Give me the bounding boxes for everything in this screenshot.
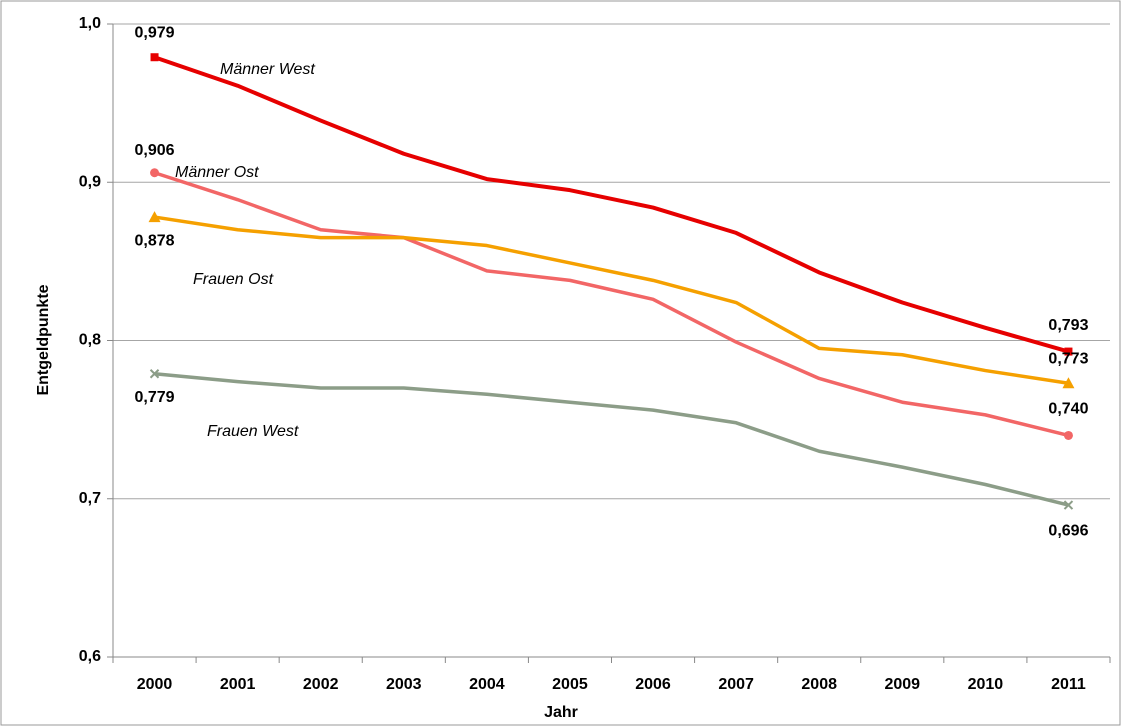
y-tick-label: 0,7 bbox=[79, 490, 101, 507]
data-label: 0,793 bbox=[1048, 317, 1088, 334]
marker bbox=[1064, 347, 1073, 356]
series-line bbox=[153, 55, 1070, 354]
series-line bbox=[154, 215, 1069, 385]
y-axis-title: Entgeldpunkte bbox=[35, 284, 52, 395]
data-label: 0,906 bbox=[135, 142, 175, 159]
x-tick-label: 2004 bbox=[469, 676, 505, 693]
x-tick-label: 2011 bbox=[1051, 676, 1086, 693]
x-tick-label: 2005 bbox=[552, 676, 588, 693]
x-tick-label: 2010 bbox=[968, 676, 1004, 693]
x-tick-label: 2002 bbox=[303, 676, 339, 693]
series-name: Frauen Ost bbox=[193, 271, 274, 288]
x-tick-label: 2006 bbox=[635, 676, 671, 693]
data-label: 0,979 bbox=[135, 24, 175, 41]
series-name: Männer West bbox=[220, 61, 315, 78]
marker bbox=[1063, 430, 1073, 440]
data-label: 0,878 bbox=[135, 232, 175, 249]
marker bbox=[149, 369, 160, 379]
x-axis-title: Jahr bbox=[544, 704, 578, 721]
data-label: 0,696 bbox=[1048, 522, 1088, 539]
marker bbox=[150, 53, 159, 62]
x-tick-label: 2001 bbox=[220, 676, 256, 693]
series-name: Frauen West bbox=[207, 423, 299, 440]
marker bbox=[1062, 377, 1075, 389]
x-tick-label: 2003 bbox=[386, 676, 422, 693]
marker bbox=[150, 168, 160, 178]
x-tick-label: 2009 bbox=[884, 676, 920, 693]
marker bbox=[148, 211, 161, 223]
data-label: 0,740 bbox=[1048, 401, 1088, 418]
series-line bbox=[154, 371, 1069, 507]
y-tick-label: 0,9 bbox=[79, 173, 101, 190]
series-name: Männer Ost bbox=[175, 164, 259, 181]
x-tick-label: 2000 bbox=[137, 676, 173, 693]
data-label: 0,773 bbox=[1048, 350, 1088, 367]
x-tick-label: 2008 bbox=[801, 676, 837, 693]
marker bbox=[1063, 500, 1074, 510]
data-label: 0,779 bbox=[135, 389, 175, 406]
x-tick-label: 2007 bbox=[718, 676, 754, 693]
y-tick-label: 0,8 bbox=[79, 332, 101, 349]
y-tick-label: 1,0 bbox=[79, 15, 101, 32]
series-line bbox=[154, 171, 1069, 438]
y-tick-label: 0,6 bbox=[79, 648, 101, 665]
